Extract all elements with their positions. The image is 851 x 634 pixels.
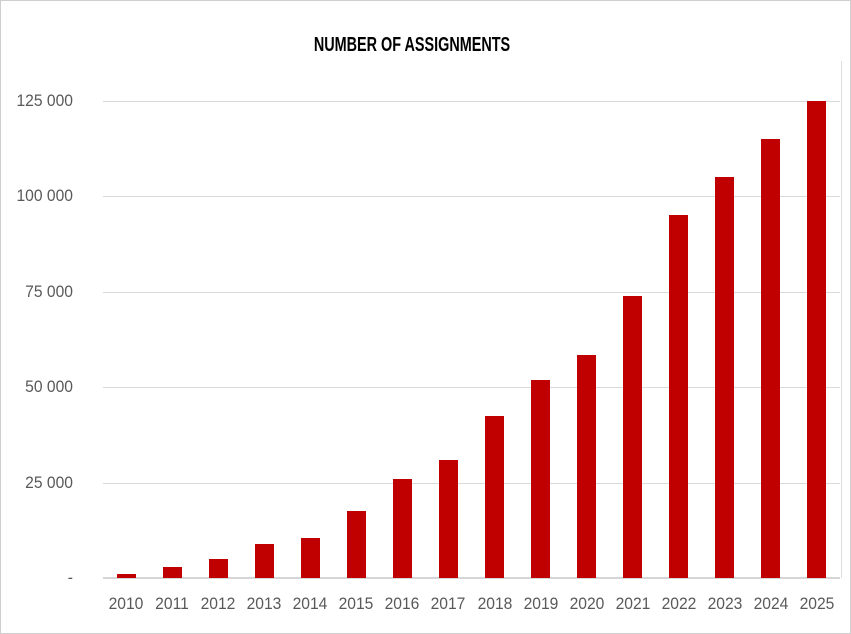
x-axis-tick-label: 2018 bbox=[477, 594, 513, 613]
x-axis-tick-label: 2021 bbox=[615, 594, 651, 613]
bar-2025 bbox=[807, 101, 826, 578]
x-axis-tick-label: 2014 bbox=[292, 594, 328, 613]
bar-2020 bbox=[577, 355, 596, 578]
bar-2022 bbox=[669, 215, 688, 578]
chart-title: NUMBER OF ASSIGNMENTS bbox=[313, 34, 511, 56]
y-axis-tick-label: 125 000 bbox=[16, 91, 73, 110]
bar-2010 bbox=[117, 574, 136, 578]
x-axis-tick-label: 2017 bbox=[430, 594, 466, 613]
bar-2015 bbox=[347, 511, 366, 578]
x-axis-tick-label: 2011 bbox=[155, 594, 189, 613]
x-axis-tick-label: 2013 bbox=[246, 594, 282, 613]
bar-2016 bbox=[393, 479, 412, 578]
gridline bbox=[103, 482, 840, 484]
bar-2013 bbox=[255, 544, 274, 578]
x-axis-tick-label: 2023 bbox=[707, 594, 743, 613]
x-axis-tick-label: 2019 bbox=[523, 594, 559, 613]
x-axis-tick-label: 2022 bbox=[661, 594, 697, 613]
x-axis-tick-label: 2012 bbox=[200, 594, 236, 613]
y-axis-tick-label: 75 000 bbox=[25, 281, 73, 301]
bar-2019 bbox=[531, 380, 550, 578]
x-axis-tick-label: 2010 bbox=[108, 594, 144, 613]
y-axis-tick-label: 100 000 bbox=[16, 186, 73, 206]
y-axis-tick-label: 50 000 bbox=[25, 377, 73, 397]
bar-2023 bbox=[715, 177, 734, 578]
x-axis-tick-label: 2015 bbox=[338, 594, 374, 613]
gridline bbox=[103, 291, 840, 293]
x-axis-tick-label: 2025 bbox=[799, 594, 835, 613]
x-axis-tick-label: 2016 bbox=[384, 594, 420, 613]
x-axis-tick-label: 2020 bbox=[569, 594, 605, 613]
bar-2018 bbox=[485, 416, 504, 578]
gridline bbox=[103, 387, 840, 389]
bar-2011 bbox=[163, 567, 182, 578]
x-axis-tick-label: 2024 bbox=[753, 594, 789, 613]
bar-2021 bbox=[623, 296, 642, 578]
gridline bbox=[103, 196, 840, 198]
gridline bbox=[103, 101, 840, 102]
y-axis-tick-label: 25 000 bbox=[25, 472, 73, 492]
bar-2024 bbox=[761, 139, 780, 578]
bar-2012 bbox=[209, 559, 228, 578]
x-axis-line bbox=[103, 577, 840, 579]
bar-2017 bbox=[439, 460, 458, 578]
y-axis-tick-label: - bbox=[67, 568, 73, 587]
plot-right-border-line bbox=[841, 61, 842, 578]
bar-2014 bbox=[301, 538, 320, 578]
